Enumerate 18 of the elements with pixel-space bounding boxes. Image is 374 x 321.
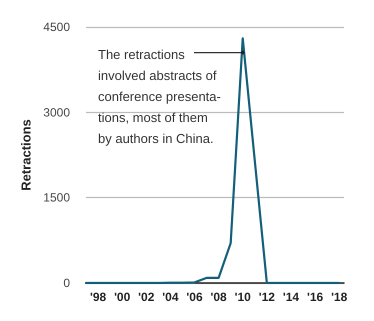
- x-tick-label: '02: [138, 290, 155, 304]
- y-tick-label: 3000: [43, 105, 70, 120]
- x-tick-label: '16: [306, 290, 324, 304]
- y-axis-title: Retractions: [18, 119, 34, 191]
- x-tick-label: '04: [162, 290, 179, 304]
- x-tick-label: '08: [210, 290, 228, 304]
- x-tick-label: '10: [234, 290, 252, 304]
- x-tick-label: '18: [331, 290, 348, 304]
- x-tick-label: '98: [90, 290, 106, 304]
- y-tick-label: 1500: [43, 190, 70, 205]
- x-tick-label: '00: [114, 290, 131, 304]
- y-tick-label: 0: [63, 276, 70, 290]
- annotation: The retractions involved abstracts of conference presenta- tions, most of them by authors in China.: [98, 47, 221, 146]
- y-tick-label: 4500: [43, 20, 70, 34]
- x-tick-label: '12: [258, 290, 276, 304]
- x-tick-label: '14: [282, 290, 300, 304]
- line-series: [84, 37, 340, 284]
- x-tick-label: '06: [186, 290, 203, 304]
